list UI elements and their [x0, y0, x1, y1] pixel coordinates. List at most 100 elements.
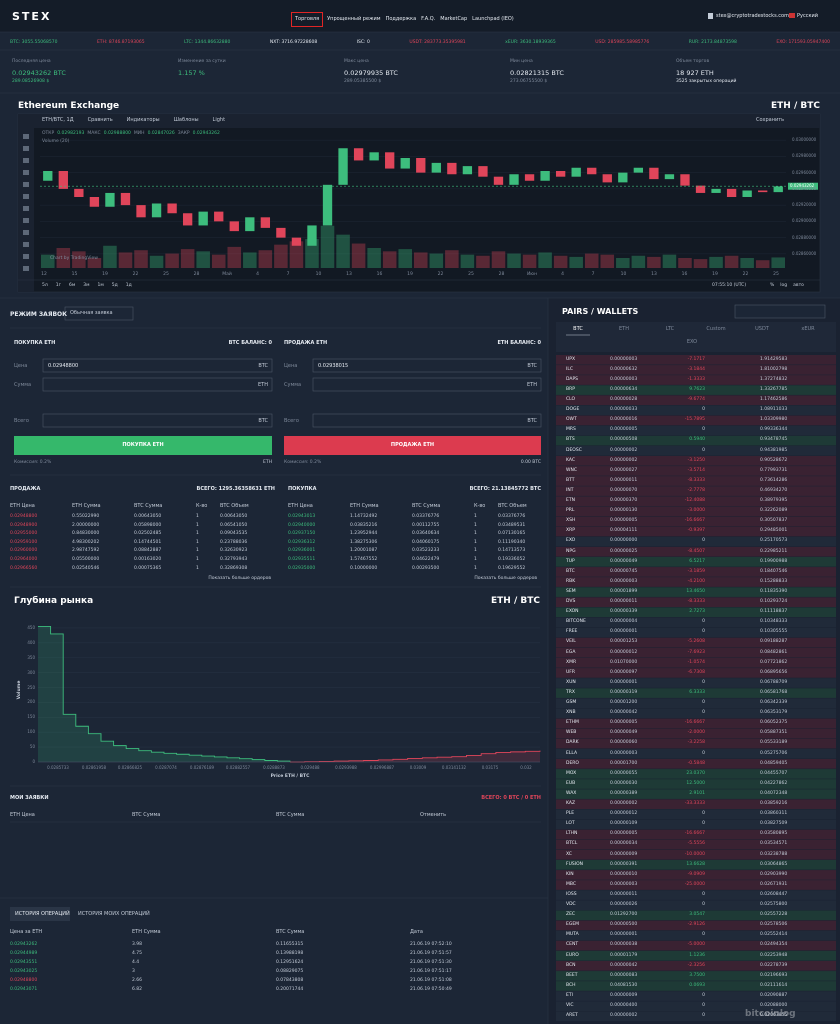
pair-name[interactable]: EGA [566, 649, 576, 655]
scale-button[interactable]: % [770, 283, 775, 288]
book-cell[interactable]: 0.02964000 [10, 557, 38, 562]
ticker-item[interactable]: ISC: 0 [356, 40, 370, 45]
pair-name[interactable]: DVS [566, 599, 576, 604]
nav-link[interactable]: Поддержка [385, 16, 417, 22]
pair-name[interactable]: XMR [566, 659, 577, 665]
book-cell[interactable]: 0.02955000 [10, 531, 38, 537]
pair-name[interactable]: ETI [566, 992, 573, 998]
pair-name[interactable]: KIN [566, 871, 574, 877]
range-button[interactable]: 6м [68, 283, 76, 288]
pair-tab[interactable]: BTC [573, 326, 583, 332]
book-cell[interactable]: 0.02940000 [288, 522, 316, 528]
tab[interactable]: ИСТОРИЯ ОПЕРАЦИЙ [15, 911, 70, 917]
input-value[interactable]: 0.02948800 [48, 362, 79, 369]
language-switch[interactable]: Русский [797, 13, 818, 19]
account-email[interactable]: stex@cryptotradestocks.com [716, 13, 789, 19]
pair-name[interactable]: MOX [566, 770, 577, 776]
pair-name[interactable]: EURO [566, 952, 579, 958]
toolbar-button[interactable]: Индикаторы [126, 117, 160, 123]
pair-name[interactable]: EXON [566, 609, 579, 615]
ticker-item[interactable]: RUR: 2173.84873598 [688, 40, 737, 45]
range-button[interactable]: 1г [55, 283, 61, 288]
pair-tab[interactable]: USDT [755, 326, 769, 332]
nav-link[interactable]: Упрощенный режим [327, 16, 381, 22]
pair-name[interactable]: ZEC [566, 912, 576, 918]
pair-name[interactable]: DARK [566, 740, 579, 746]
pair-name[interactable]: GSM [566, 700, 577, 705]
book-cell[interactable]: 0.02948800 [10, 514, 38, 519]
pair-name[interactable]: FREE [566, 629, 578, 635]
book-cell[interactable]: 0.02935000 [288, 565, 316, 571]
pair-name[interactable]: WAX [566, 790, 577, 796]
pair-name[interactable]: XUN [566, 679, 576, 685]
nav-link[interactable]: F.A.Q. [421, 16, 436, 22]
pair-name[interactable]: BTS [566, 437, 575, 443]
pair-name[interactable]: XRP [566, 528, 575, 534]
pair-name[interactable]: MRS [566, 427, 576, 433]
toolbar-button[interactable]: Сравнить [87, 117, 113, 123]
pair-tab[interactable]: LTC [665, 326, 675, 332]
pair-name[interactable]: BEET [566, 972, 578, 978]
ticker-item[interactable]: USD: 285985.58985776 [595, 40, 650, 45]
scale-button[interactable]: log [780, 283, 788, 288]
pair-tab[interactable]: ETH [619, 326, 629, 332]
pair-name[interactable]: PRL [566, 508, 575, 514]
pair-name[interactable]: DEOSC [566, 447, 582, 453]
pair-name[interactable]: BRP [566, 386, 575, 392]
pair-name[interactable]: VIC [566, 1003, 574, 1008]
pair-name[interactable]: EXO [566, 538, 576, 544]
pair-name[interactable]: MBC [566, 881, 577, 887]
ticker-item[interactable]: NXT: 3716.97228608 [269, 40, 318, 45]
pair-name[interactable]: PLE [566, 811, 575, 817]
book-cell[interactable]: 0.02936001 [288, 548, 316, 554]
pair-name[interactable]: LOT [566, 821, 575, 827]
pair-name[interactable]: CLO [566, 397, 576, 402]
ticker-item[interactable]: EXO: 171593.05947400 [776, 40, 830, 45]
toolbar-button[interactable]: ETH/BTC, 1Д [42, 117, 74, 123]
range-button[interactable]: 5д [111, 283, 118, 288]
pair-name[interactable]: IOSS [566, 891, 577, 897]
pair-name[interactable]: TRX [566, 689, 575, 695]
pair-name[interactable]: FUSION [566, 861, 583, 867]
pair-name[interactable]: BITCONE [566, 619, 586, 625]
pair-name[interactable]: XNB [566, 710, 576, 716]
ticker-item[interactable]: LTC: 1344.86632880 [184, 40, 231, 45]
pair-name[interactable]: WNC [566, 467, 577, 473]
ticker-item[interactable]: ETH: 8746.87193065 [96, 40, 145, 45]
pair-name[interactable]: ETN [566, 498, 575, 503]
pair-name[interactable]: CENT [566, 942, 579, 948]
nav-link[interactable]: MarketCap [440, 16, 468, 22]
pair-name[interactable]: VEIL [566, 639, 576, 645]
tab[interactable]: ИСТОРИЯ МОИХ ОПЕРАЦИЙ [78, 911, 150, 917]
pair-name[interactable]: INT [566, 487, 574, 493]
toolbar-button[interactable]: Шаблоны [173, 117, 199, 123]
pair-name[interactable]: TUP [566, 558, 575, 564]
pair-name[interactable]: KAC [566, 457, 576, 463]
book-cell[interactable]: 0.02937150 [288, 531, 316, 537]
pair-name[interactable]: BCH [566, 982, 576, 988]
pair-name[interactable]: BCN [566, 962, 576, 968]
input-value[interactable]: 0.02938015 [318, 362, 349, 369]
pair-name[interactable]: XSH [566, 518, 576, 524]
pair-name[interactable]: MUTA [566, 932, 579, 938]
save-button[interactable]: Сохранить [756, 117, 785, 123]
book-cell[interactable]: 0.02935511 [288, 557, 316, 562]
submit-button-label[interactable]: ПОКУПКА ETH [122, 442, 164, 448]
nav-link[interactable]: Launchpad (IEO) [472, 16, 514, 22]
pair-name[interactable]: DAPS [566, 376, 579, 382]
pair-name[interactable]: EUB [566, 780, 576, 786]
book-cell[interactable]: 0.02948900 [10, 522, 38, 528]
range-button[interactable]: 3м [83, 283, 90, 288]
pair-name[interactable]: OWT [566, 417, 577, 423]
book-cell[interactable]: 0.02960000 [10, 548, 38, 554]
pair-name[interactable]: DOGE [566, 407, 580, 413]
pair-name[interactable]: WEB [566, 730, 577, 736]
range-button[interactable]: 1д [125, 283, 132, 288]
pair-name[interactable]: BTC [566, 568, 575, 574]
pair-name[interactable]: UPX [566, 356, 576, 362]
pair-name[interactable]: RBK [566, 578, 576, 584]
order-mode-select[interactable]: Обычная заявка [70, 310, 113, 316]
pair-name[interactable]: VDC [566, 902, 576, 907]
book-cell[interactable]: 0.02936312 [288, 539, 316, 545]
more-orders-link[interactable]: Показать больше ордеров [474, 576, 537, 581]
